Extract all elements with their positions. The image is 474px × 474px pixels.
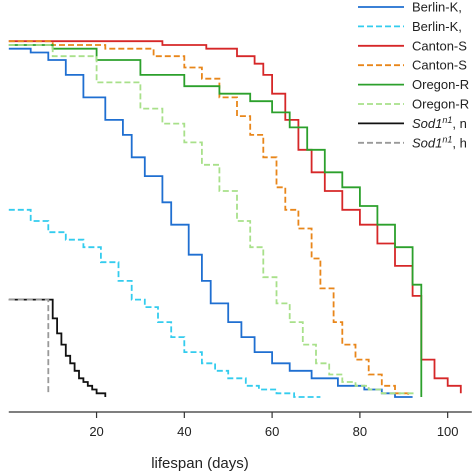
x-tick-label-40: 40 bbox=[177, 424, 191, 439]
x-axis-title: lifespan (days) bbox=[151, 455, 249, 472]
series-layer bbox=[8, 40, 462, 398]
legend-label-3: Canton-S bbox=[412, 38, 467, 53]
legend-label-4: Canton-S bbox=[412, 58, 467, 73]
legend-label-7: Sod1n1, n bbox=[412, 115, 467, 131]
legend-label-5: Oregon-R bbox=[412, 77, 469, 92]
x-tick-label-100: 100 bbox=[437, 424, 459, 439]
legend-label-8: Sod1n1, h bbox=[412, 134, 467, 150]
x-tick-label-20: 20 bbox=[89, 424, 103, 439]
series-line-4 bbox=[8, 40, 410, 397]
legend-label-1: Berlin-K, bbox=[412, 0, 462, 15]
series-line-6 bbox=[8, 44, 414, 397]
legend-label-2: Berlin-K, bbox=[412, 19, 462, 34]
x-tick-label-60: 60 bbox=[265, 424, 279, 439]
series-line-8 bbox=[8, 298, 50, 394]
x-axis-ticks: 20 40 60 80 100 bbox=[89, 412, 459, 439]
legend: Berlin-K, Berlin-K, Canton-S Canton-S Oregon… bbox=[358, 0, 469, 150]
x-tick-label-80: 80 bbox=[353, 424, 367, 439]
legend-label-6: Oregon-R bbox=[412, 97, 469, 112]
series-line-2 bbox=[8, 208, 321, 398]
series-line-7 bbox=[8, 298, 107, 397]
series-line-1 bbox=[8, 47, 413, 398]
series-line-5 bbox=[8, 44, 423, 397]
